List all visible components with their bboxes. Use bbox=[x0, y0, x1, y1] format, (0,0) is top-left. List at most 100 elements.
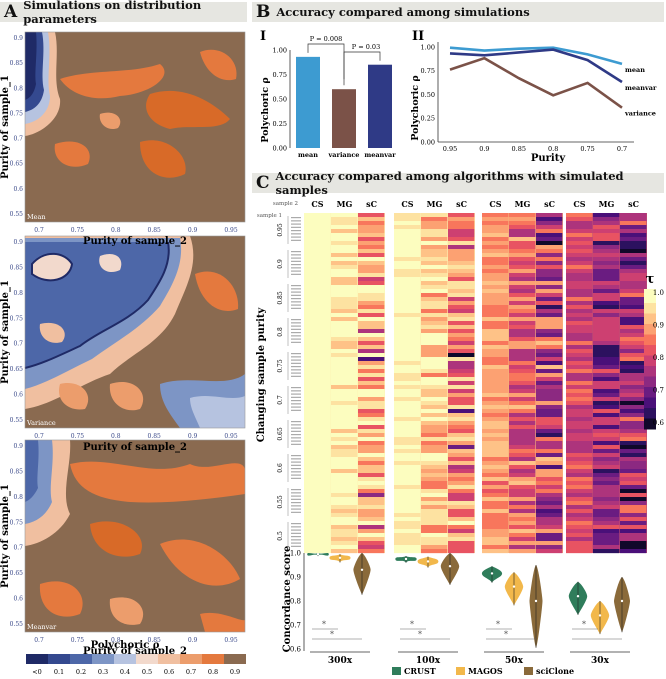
row-tick-label bbox=[291, 474, 301, 476]
heatmap-cell bbox=[620, 489, 647, 494]
heatmap-cell bbox=[482, 213, 509, 218]
heatmap-cell bbox=[620, 369, 647, 374]
heatmap-cell bbox=[482, 425, 509, 430]
heatmap-cell bbox=[620, 329, 647, 334]
heatmap-cell bbox=[482, 381, 509, 386]
heatmap-cell bbox=[566, 297, 593, 302]
purity-group-label: 0.55 bbox=[277, 495, 284, 509]
heatmap-cell bbox=[421, 481, 448, 486]
heatmap-cell bbox=[482, 265, 509, 270]
row-tick-label bbox=[291, 471, 301, 473]
heatmap-cell bbox=[448, 469, 475, 474]
heatmap-cell bbox=[509, 445, 536, 450]
heatmap-cell bbox=[593, 473, 620, 478]
y-tick-label: 0.6 bbox=[13, 392, 23, 399]
y-tick-label: 0.8 bbox=[13, 290, 23, 297]
line-variance bbox=[449, 56, 623, 109]
y-tick-label: 0.55 bbox=[10, 621, 24, 628]
heatmap-cell bbox=[566, 457, 593, 462]
heatmap-cell bbox=[620, 437, 647, 442]
heatmap-cell bbox=[421, 453, 448, 458]
row-tick-label bbox=[291, 461, 301, 463]
heatmap-cell bbox=[304, 517, 331, 522]
heatmap-cell bbox=[509, 313, 536, 318]
heatmap-cell bbox=[421, 301, 448, 306]
heatmap-cell bbox=[448, 325, 475, 330]
heatmap-cell bbox=[566, 265, 593, 270]
heatmap-cell bbox=[331, 505, 358, 510]
heatmap-cell bbox=[448, 413, 475, 418]
row-tick-label bbox=[291, 526, 301, 528]
heatmap-cell bbox=[448, 273, 475, 278]
heatmap-cell bbox=[448, 245, 475, 250]
heatmap-cell bbox=[331, 473, 358, 478]
heatmap-cell bbox=[509, 365, 536, 370]
tau-colorbar-segment bbox=[644, 362, 656, 367]
heatmap-cell bbox=[394, 281, 421, 286]
heatmap-cell bbox=[482, 397, 509, 402]
bar-variance bbox=[332, 89, 356, 148]
heatmap-cell bbox=[536, 373, 563, 378]
heatmap-cell bbox=[448, 285, 475, 290]
heatmap-cell bbox=[421, 213, 448, 218]
heatmap-cell bbox=[536, 285, 563, 290]
heatmap-cell bbox=[509, 233, 536, 238]
heatmap-cell bbox=[593, 229, 620, 234]
heatmap-cell bbox=[566, 493, 593, 498]
row-tick-label bbox=[291, 455, 301, 457]
heatmap-cell bbox=[620, 397, 647, 402]
row-tick-label bbox=[291, 288, 301, 290]
heatmap-cell bbox=[304, 317, 331, 322]
row-tick-label bbox=[291, 440, 301, 442]
heatmap-cell bbox=[331, 425, 358, 430]
heatmap-cell bbox=[421, 253, 448, 258]
heatmap-cell bbox=[566, 317, 593, 322]
heatmap-cell bbox=[421, 489, 448, 494]
tau-colorbar-segment bbox=[644, 310, 656, 314]
heatmap-cell bbox=[536, 257, 563, 262]
heatmap-cell bbox=[536, 233, 563, 238]
heatmap-cell bbox=[509, 409, 536, 414]
heatmap-cell bbox=[566, 333, 593, 338]
heatmap-cell bbox=[358, 477, 385, 482]
heatmap-cell bbox=[482, 289, 509, 294]
x-tick-label: 0.9 bbox=[188, 433, 198, 440]
row-tick-label bbox=[291, 498, 301, 500]
heatmap-cell bbox=[482, 345, 509, 350]
row-tick-label bbox=[291, 273, 301, 275]
heatmap-cell bbox=[448, 317, 475, 322]
heatmap-cell bbox=[566, 409, 593, 414]
heatmap-cell bbox=[304, 293, 331, 298]
heatmap-cell bbox=[536, 489, 563, 494]
heatmap-cell bbox=[566, 481, 593, 486]
heatmap-cell bbox=[593, 289, 620, 294]
heatmap-cell bbox=[536, 461, 563, 466]
panel-c-header: C Accuracy compared among algorithms wit… bbox=[252, 169, 664, 197]
heatmap-cell bbox=[358, 257, 385, 262]
heatmap-cell bbox=[566, 241, 593, 246]
heatmap-cell bbox=[421, 509, 448, 514]
heatmap-cell bbox=[421, 381, 448, 386]
heatmap-cell bbox=[394, 477, 421, 482]
heatmap-cell bbox=[358, 353, 385, 358]
heatmap-cell bbox=[482, 513, 509, 518]
heatmap-cell bbox=[304, 409, 331, 414]
tau-colorbar-segment bbox=[644, 317, 656, 321]
heatmap-cell bbox=[421, 401, 448, 406]
heatmap-cell bbox=[566, 301, 593, 306]
heatmap-cell bbox=[331, 269, 358, 274]
heatmap-cell bbox=[482, 405, 509, 410]
heatmap-cell bbox=[331, 369, 358, 374]
heatmap-cell bbox=[331, 329, 358, 334]
heatmap-cell bbox=[620, 337, 647, 342]
heatmap-cell bbox=[509, 437, 536, 442]
heatmap-cell bbox=[448, 321, 475, 326]
row-tick-label bbox=[291, 489, 301, 491]
heatmap-cell bbox=[509, 213, 536, 218]
heatmap-cell bbox=[304, 533, 331, 538]
heatmap-cell bbox=[331, 281, 358, 286]
x-tick-label: 0.8 bbox=[111, 227, 121, 234]
heatmap-cell bbox=[421, 225, 448, 230]
heatmap-cell bbox=[509, 465, 536, 470]
heatmap-cell bbox=[620, 333, 647, 338]
